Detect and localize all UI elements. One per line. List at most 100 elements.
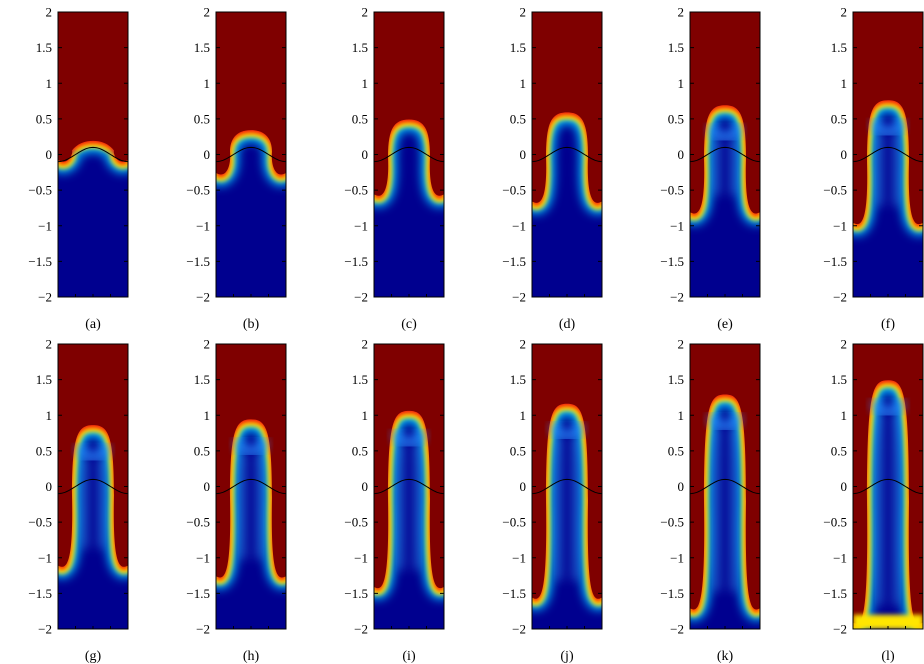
bubble-inner-mixing bbox=[232, 437, 270, 457]
y-tick-label: 1 bbox=[204, 408, 211, 423]
density-field bbox=[58, 344, 128, 629]
y-tick-label: 1.5 bbox=[510, 372, 526, 387]
y-tick-label: 0.5 bbox=[668, 443, 684, 458]
heavy-fluid bbox=[216, 12, 286, 175]
bubble-inner-mixing bbox=[869, 118, 907, 138]
y-tick-label: −0.5 bbox=[660, 515, 684, 530]
y-tick-label: −1.5 bbox=[502, 586, 526, 601]
y-tick-label: 0 bbox=[204, 479, 211, 494]
initial-interface-line bbox=[216, 146, 286, 163]
initial-interface-line bbox=[216, 478, 286, 495]
heavy-fluid bbox=[690, 344, 760, 610]
y-tick-label: −2 bbox=[833, 622, 847, 637]
y-tick-label: −1 bbox=[38, 550, 52, 565]
density-field bbox=[216, 344, 286, 629]
y-tick-label: 0.5 bbox=[668, 111, 684, 126]
y-tick-label: −1 bbox=[512, 550, 526, 565]
y-tick-label: 1.5 bbox=[510, 40, 526, 55]
panel-label: (l) bbox=[881, 649, 895, 664]
y-tick-label: −1 bbox=[196, 218, 210, 233]
y-tick-label: −0.5 bbox=[344, 515, 368, 530]
y-tick-label: 1.5 bbox=[194, 40, 210, 55]
density-field bbox=[532, 344, 602, 629]
y-tick-label: 1 bbox=[678, 408, 685, 423]
y-tick-label: −1.5 bbox=[660, 586, 684, 601]
y-tick-label: −1 bbox=[670, 550, 684, 565]
y-tick-label: 0 bbox=[520, 147, 527, 162]
bubble-inner-mixing bbox=[74, 443, 112, 462]
y-tick-label: 1 bbox=[46, 408, 53, 423]
panel-g: −2 −1.5 −1 −0.5 0 0.5 1 1.5 2 (g) bbox=[28, 337, 129, 664]
heavy-fluid bbox=[532, 344, 602, 599]
panel-label: (k) bbox=[717, 649, 734, 664]
y-tick-label: 0.5 bbox=[194, 111, 210, 126]
initial-interface-line bbox=[374, 478, 444, 495]
y-tick-label: 2 bbox=[841, 5, 848, 20]
y-tick-label: −1 bbox=[833, 550, 847, 565]
panel-label: (e) bbox=[717, 317, 733, 332]
y-tick-label: −0.5 bbox=[28, 515, 52, 530]
y-tick-label: −2 bbox=[354, 290, 368, 305]
y-tick-label: −2 bbox=[512, 290, 526, 305]
initial-interface-line bbox=[58, 146, 128, 163]
y-tick-label: −2 bbox=[38, 290, 52, 305]
density-field bbox=[374, 344, 444, 629]
y-tick-label: 1 bbox=[362, 408, 369, 423]
panel-label: (g) bbox=[85, 649, 102, 664]
y-tick-label: 1.5 bbox=[831, 372, 847, 387]
panel-b: −2 −1.5 −1 −0.5 0 0.5 1 1.5 2 (b) bbox=[186, 5, 287, 332]
panel-c: −2 −1.5 −1 −0.5 0 0.5 1 1.5 2 (c) bbox=[344, 5, 445, 332]
bubble-streaks bbox=[876, 413, 900, 606]
y-tick-label: 0 bbox=[362, 479, 369, 494]
density-field bbox=[853, 344, 923, 629]
bubble-inner-mixing bbox=[548, 421, 586, 441]
y-tick-label: 1.5 bbox=[194, 372, 210, 387]
y-tick-label: −1.5 bbox=[344, 254, 368, 269]
y-tick-label: 1 bbox=[520, 408, 527, 423]
y-tick-label: −2 bbox=[670, 290, 684, 305]
y-tick-label: −0.5 bbox=[186, 515, 210, 530]
panel-label: (c) bbox=[401, 317, 417, 332]
y-tick-label: −1 bbox=[196, 550, 210, 565]
y-tick-label: 1 bbox=[204, 76, 211, 91]
heavy-fluid bbox=[532, 12, 602, 203]
y-tick-label: 0.5 bbox=[831, 111, 847, 126]
y-tick-label: −1 bbox=[354, 550, 368, 565]
y-tick-label: −1.5 bbox=[823, 254, 847, 269]
y-tick-label: 0 bbox=[841, 479, 848, 494]
y-tick-label: −0.5 bbox=[344, 183, 368, 198]
initial-interface-line bbox=[374, 146, 444, 163]
y-tick-label: −0.5 bbox=[823, 183, 847, 198]
y-tick-label: −2 bbox=[512, 622, 526, 637]
y-tick-label: 0 bbox=[46, 147, 53, 162]
density-field bbox=[374, 12, 444, 297]
panel-k: −2 −1.5 −1 −0.5 0 0.5 1 1.5 2 (k) bbox=[660, 337, 761, 664]
y-tick-label: 0 bbox=[362, 147, 369, 162]
panel-f: −2 −1.5 −1 −0.5 0 0.5 1 1.5 2 (f) bbox=[823, 5, 924, 332]
y-tick-label: 0 bbox=[520, 479, 527, 494]
y-tick-label: 0.5 bbox=[352, 443, 368, 458]
y-tick-label: 1 bbox=[841, 76, 848, 91]
panel-label: (j) bbox=[560, 649, 574, 664]
y-tick-label: −2 bbox=[196, 622, 210, 637]
y-tick-label: −1.5 bbox=[28, 586, 52, 601]
heavy-fluid bbox=[374, 12, 444, 196]
panel-label: (f) bbox=[881, 317, 895, 332]
y-tick-label: −1 bbox=[512, 218, 526, 233]
y-tick-label: 0.5 bbox=[194, 443, 210, 458]
y-tick-label: 0.5 bbox=[510, 443, 526, 458]
bubble-streaks bbox=[397, 443, 421, 570]
panel-label: (h) bbox=[243, 649, 260, 664]
panel-j: −2 −1.5 −1 −0.5 0 0.5 1 1.5 2 (j) bbox=[502, 337, 603, 664]
bubble-streaks bbox=[555, 436, 579, 581]
y-tick-label: 0 bbox=[678, 479, 685, 494]
bubble-streaks bbox=[876, 133, 900, 206]
panel-label: (i) bbox=[402, 649, 416, 664]
heavy-fluid bbox=[58, 12, 128, 162]
y-tick-label: −1 bbox=[833, 218, 847, 233]
y-tick-label: 2 bbox=[520, 5, 527, 20]
y-tick-label: 1.5 bbox=[668, 40, 684, 55]
y-tick-label: 0.5 bbox=[36, 111, 52, 126]
y-tick-label: 2 bbox=[678, 5, 685, 20]
